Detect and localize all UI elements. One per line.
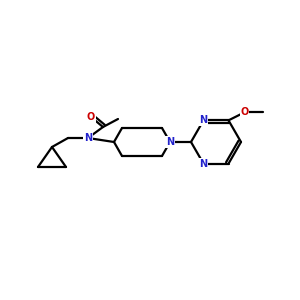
- Text: O: O: [87, 112, 95, 122]
- Text: N: N: [166, 137, 174, 147]
- Text: N: N: [200, 159, 208, 169]
- Text: O: O: [240, 107, 249, 117]
- Text: N: N: [84, 133, 92, 143]
- Text: N: N: [200, 115, 208, 125]
